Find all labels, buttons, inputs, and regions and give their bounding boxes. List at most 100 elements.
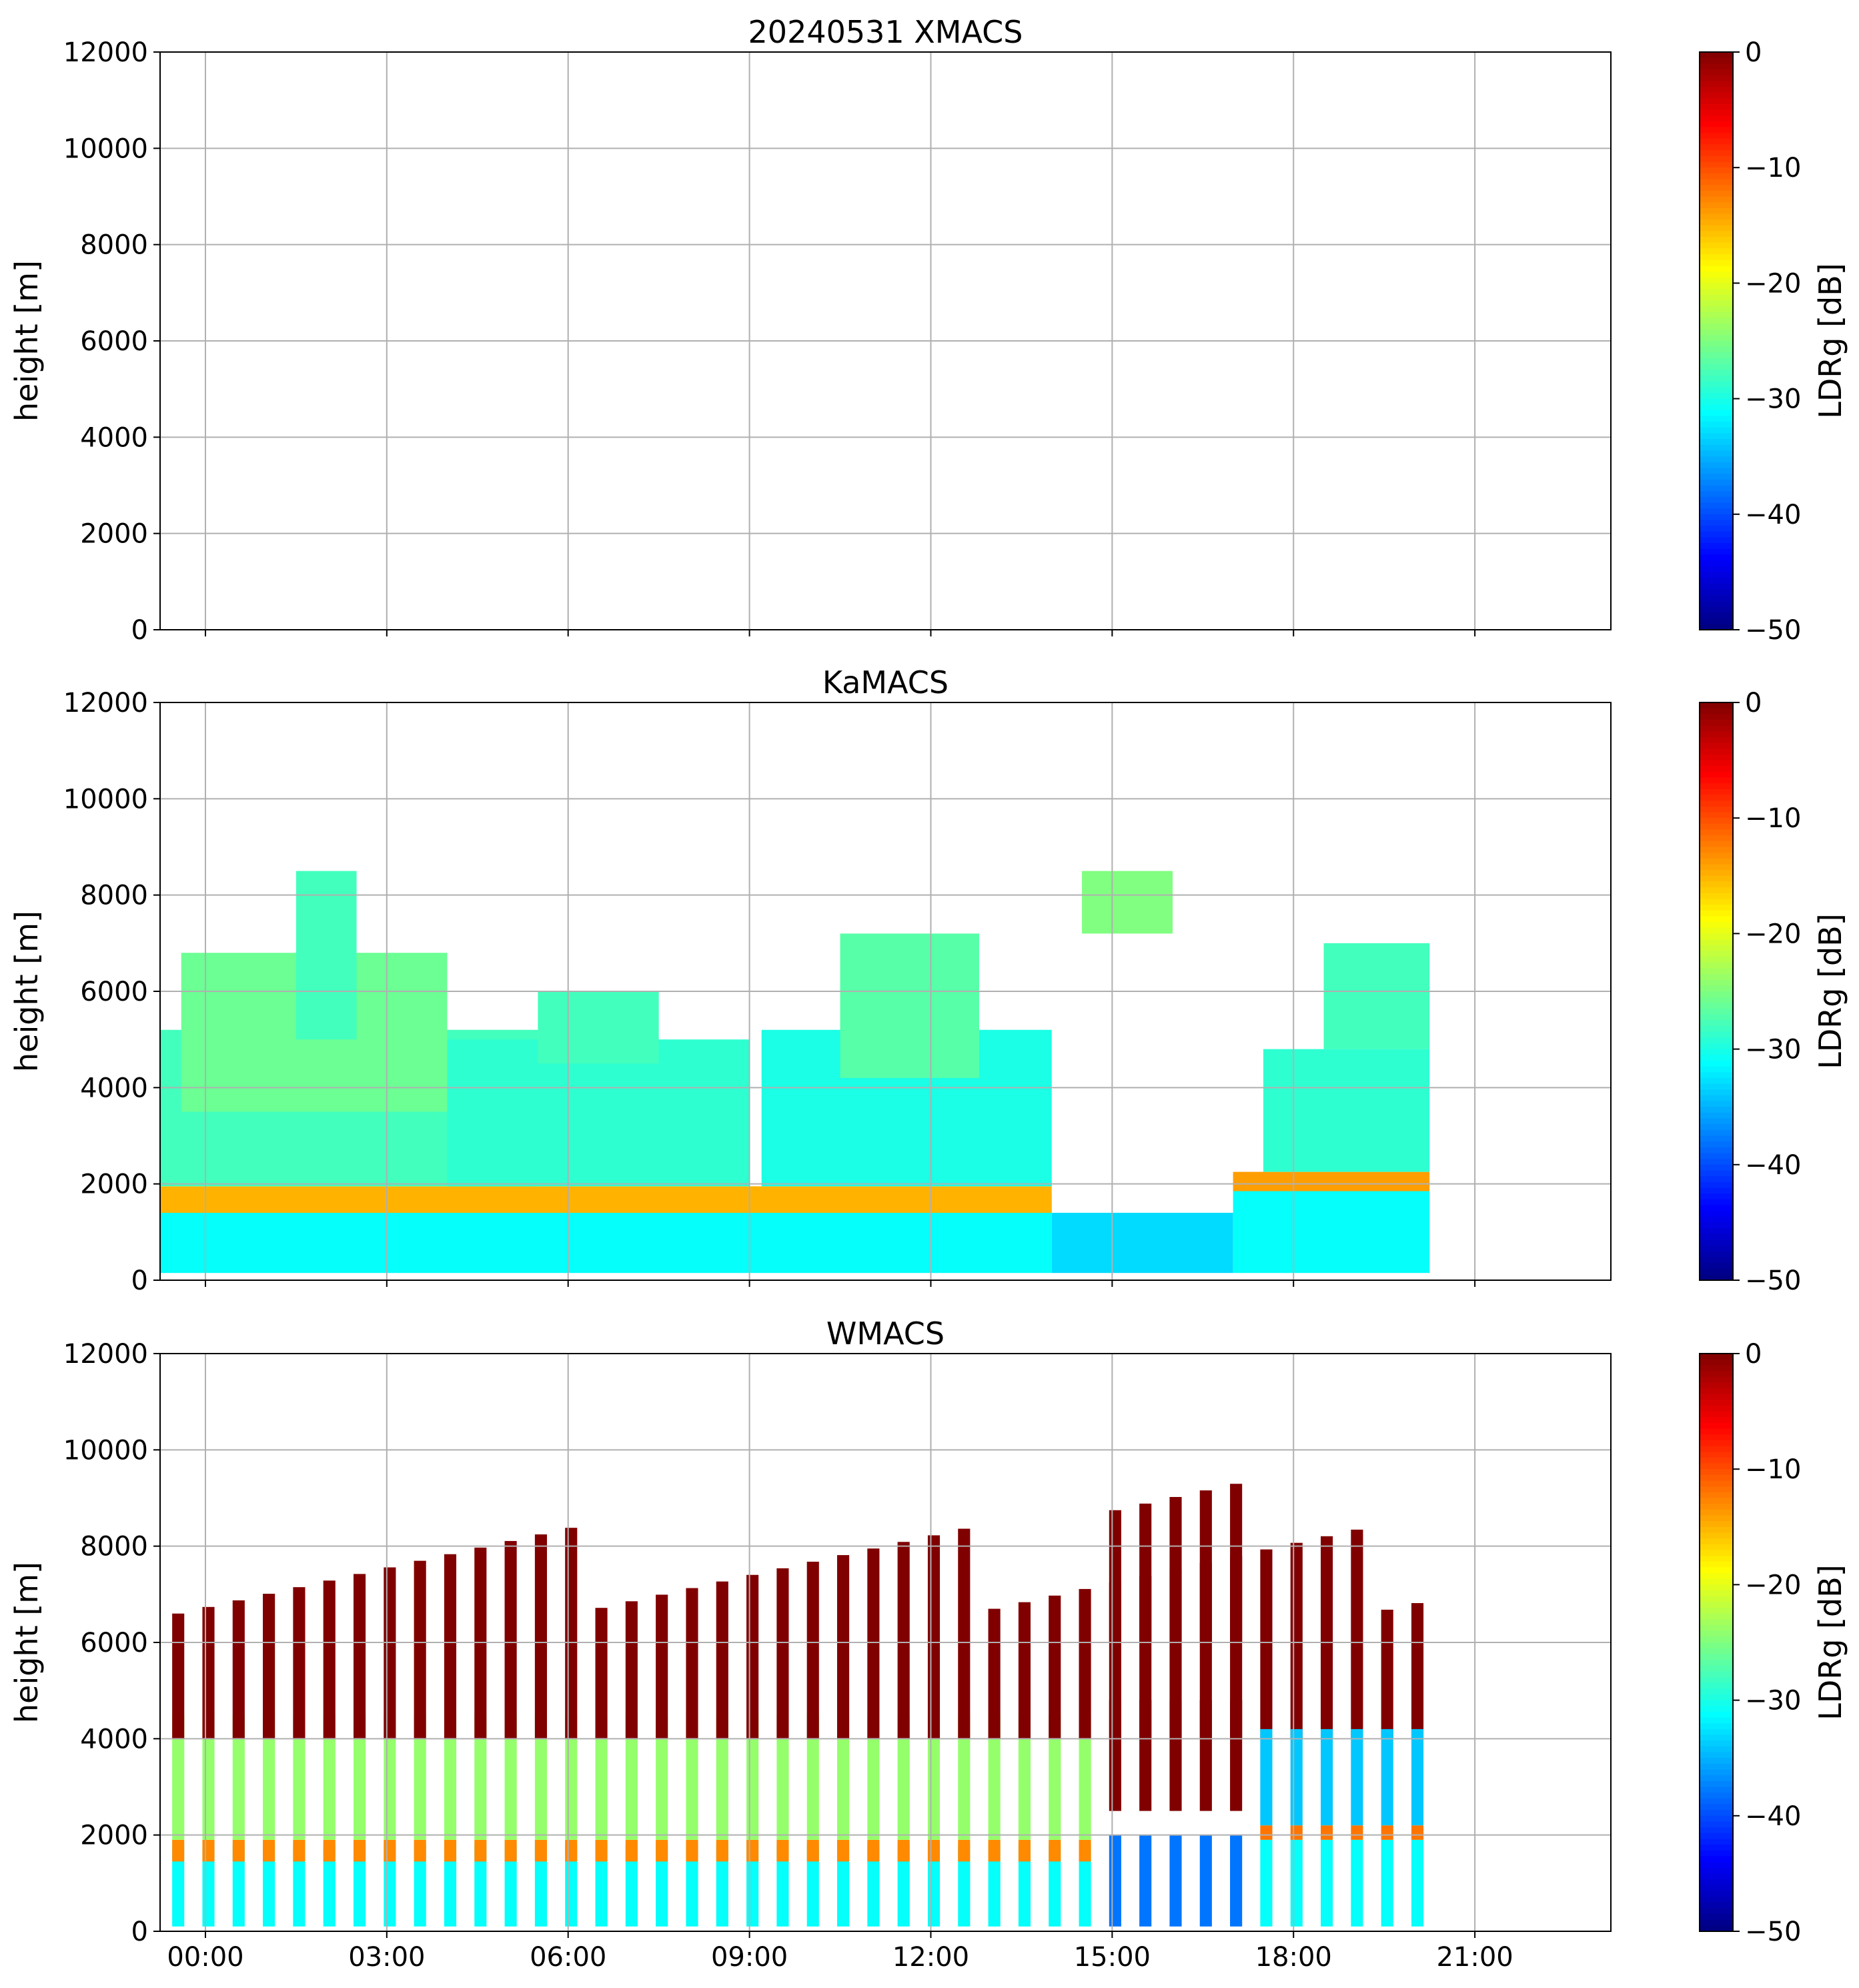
- x-tick-label: 09:00: [711, 1942, 788, 1973]
- colorbar-segment: [1700, 520, 1733, 526]
- colorbar-frame: [1699, 1353, 1734, 1932]
- ldr-stripe: [1381, 1825, 1393, 1840]
- colorbar-segment: [1700, 1452, 1733, 1458]
- colorbar-segment: [1700, 887, 1733, 894]
- ldr-stripe: [504, 1839, 517, 1862]
- ldr-stripe: [232, 1839, 245, 1862]
- colorbar-segment: [1700, 173, 1733, 180]
- colorbar-segment: [1700, 254, 1733, 261]
- colorbar-segment: [1700, 1873, 1733, 1880]
- colorbar-segment: [1700, 266, 1733, 272]
- colorbar-segment: [1700, 847, 1733, 853]
- ldr-stripe: [354, 1839, 366, 1862]
- colorbar-segment: [1700, 144, 1733, 151]
- ldr-stripe: [1351, 1839, 1363, 1927]
- colorbar-segment: [1700, 531, 1733, 538]
- ldr-stripe: [474, 1839, 487, 1862]
- x-tick-label: 06:00: [530, 1942, 606, 1973]
- ldr-stripe: [293, 1587, 305, 1739]
- colorbar-segment: [1700, 771, 1733, 779]
- colorbar-segment: [1700, 566, 1733, 572]
- ldr-stripe: [656, 1714, 668, 1840]
- ldr-stripe: [474, 1547, 487, 1739]
- colorbar-segment: [1700, 450, 1733, 457]
- ldr-stripe: [867, 1714, 880, 1840]
- colorbar-segment: [1700, 1544, 1733, 1551]
- ldr-stripe: [806, 1714, 819, 1840]
- y-tick-label: 4000: [80, 422, 148, 453]
- colorbar-segment: [1700, 1205, 1733, 1211]
- ldr-stripe: [414, 1714, 426, 1840]
- y-tick-label: 8000: [80, 230, 148, 261]
- colorbar-segment: [1700, 1411, 1733, 1418]
- colorbar-tick-label: −20: [1745, 919, 1801, 949]
- colorbar-segment: [1700, 783, 1733, 790]
- colorbar-segment: [1700, 795, 1733, 801]
- ldr-stripe: [1018, 1845, 1031, 1927]
- colorbar-segment: [1700, 381, 1733, 388]
- ldr-stripe: [867, 1845, 880, 1927]
- colorbar-segment: [1700, 760, 1733, 767]
- colorbar-segment: [1700, 801, 1733, 807]
- ldr-stripe: [897, 1714, 910, 1840]
- ldr-stripe: [595, 1845, 608, 1927]
- ldr-stripe: [414, 1845, 426, 1927]
- colorbar-segment: [1700, 731, 1733, 738]
- y-tick-label: 6000: [80, 977, 148, 1007]
- ldr-stripe: [988, 1714, 1001, 1840]
- colorbar-segment: [1700, 1394, 1733, 1400]
- y-axis-label: height [m]: [9, 1562, 45, 1723]
- ldr-stripe: [1018, 1602, 1031, 1739]
- colorbar-segment: [1700, 98, 1733, 105]
- colorbar-segment: [1700, 294, 1733, 301]
- colorbar-segment: [1700, 875, 1733, 883]
- colorbar-segment: [1700, 719, 1733, 726]
- colorbar-segment: [1700, 167, 1733, 174]
- ldr-stripe: [1199, 1700, 1212, 1811]
- colorbar-segment: [1700, 1625, 1733, 1632]
- colorbar-segment: [1700, 81, 1733, 87]
- colorbar-segment: [1700, 835, 1733, 842]
- ldr-stripe: [806, 1561, 819, 1739]
- colorbar-segment: [1700, 1532, 1733, 1539]
- ldr-region: [1082, 871, 1173, 934]
- ldr-region: [1233, 1171, 1430, 1191]
- colorbar-tick-label: −10: [1745, 1454, 1801, 1485]
- ldr-stripe: [263, 1839, 275, 1862]
- ldr-stripe: [716, 1845, 728, 1927]
- colorbar-segment: [1700, 829, 1733, 836]
- colorbar-segment: [1700, 1246, 1733, 1252]
- colorbar-segment: [1700, 979, 1733, 986]
- colorbar-segment: [1700, 1827, 1733, 1834]
- ldr-stripe: [1411, 1839, 1424, 1927]
- colorbar-segment: [1700, 945, 1733, 951]
- colorbar-segment: [1700, 179, 1733, 185]
- colorbar-segment: [1700, 1521, 1733, 1528]
- colorbar-segment: [1700, 121, 1733, 128]
- colorbar-segment: [1700, 1083, 1733, 1090]
- colorbar-segment: [1700, 248, 1733, 255]
- colorbar-segment: [1700, 352, 1733, 359]
- ldr-stripe: [1169, 1496, 1182, 1642]
- ldr-stripe: [474, 1714, 487, 1840]
- colorbar-segment: [1700, 1359, 1733, 1366]
- x-tick-label: 00:00: [167, 1942, 243, 1973]
- colorbar-segment: [1700, 1107, 1733, 1113]
- colorbar-segment: [1700, 1636, 1733, 1643]
- colorbar-segment: [1700, 595, 1733, 602]
- colorbar-tick-label: −50: [1745, 1266, 1801, 1296]
- colorbar-segment: [1700, 1095, 1733, 1102]
- ldr-stripe: [716, 1839, 728, 1862]
- ldr-stripe: [1109, 1700, 1121, 1811]
- colorbar-tick-label: −30: [1745, 1035, 1801, 1065]
- colorbar-segment: [1700, 358, 1733, 365]
- colorbar-segment: [1700, 939, 1733, 946]
- colorbar-segment: [1700, 1060, 1733, 1067]
- colorbar-segment: [1700, 468, 1733, 474]
- colorbar-segment: [1700, 1682, 1733, 1689]
- colorbar-segment: [1700, 242, 1733, 250]
- colorbar-segment: [1700, 1388, 1733, 1395]
- colorbar-segment: [1700, 202, 1733, 209]
- colorbar-segment: [1700, 1417, 1733, 1424]
- colorbar-segment: [1700, 1020, 1733, 1027]
